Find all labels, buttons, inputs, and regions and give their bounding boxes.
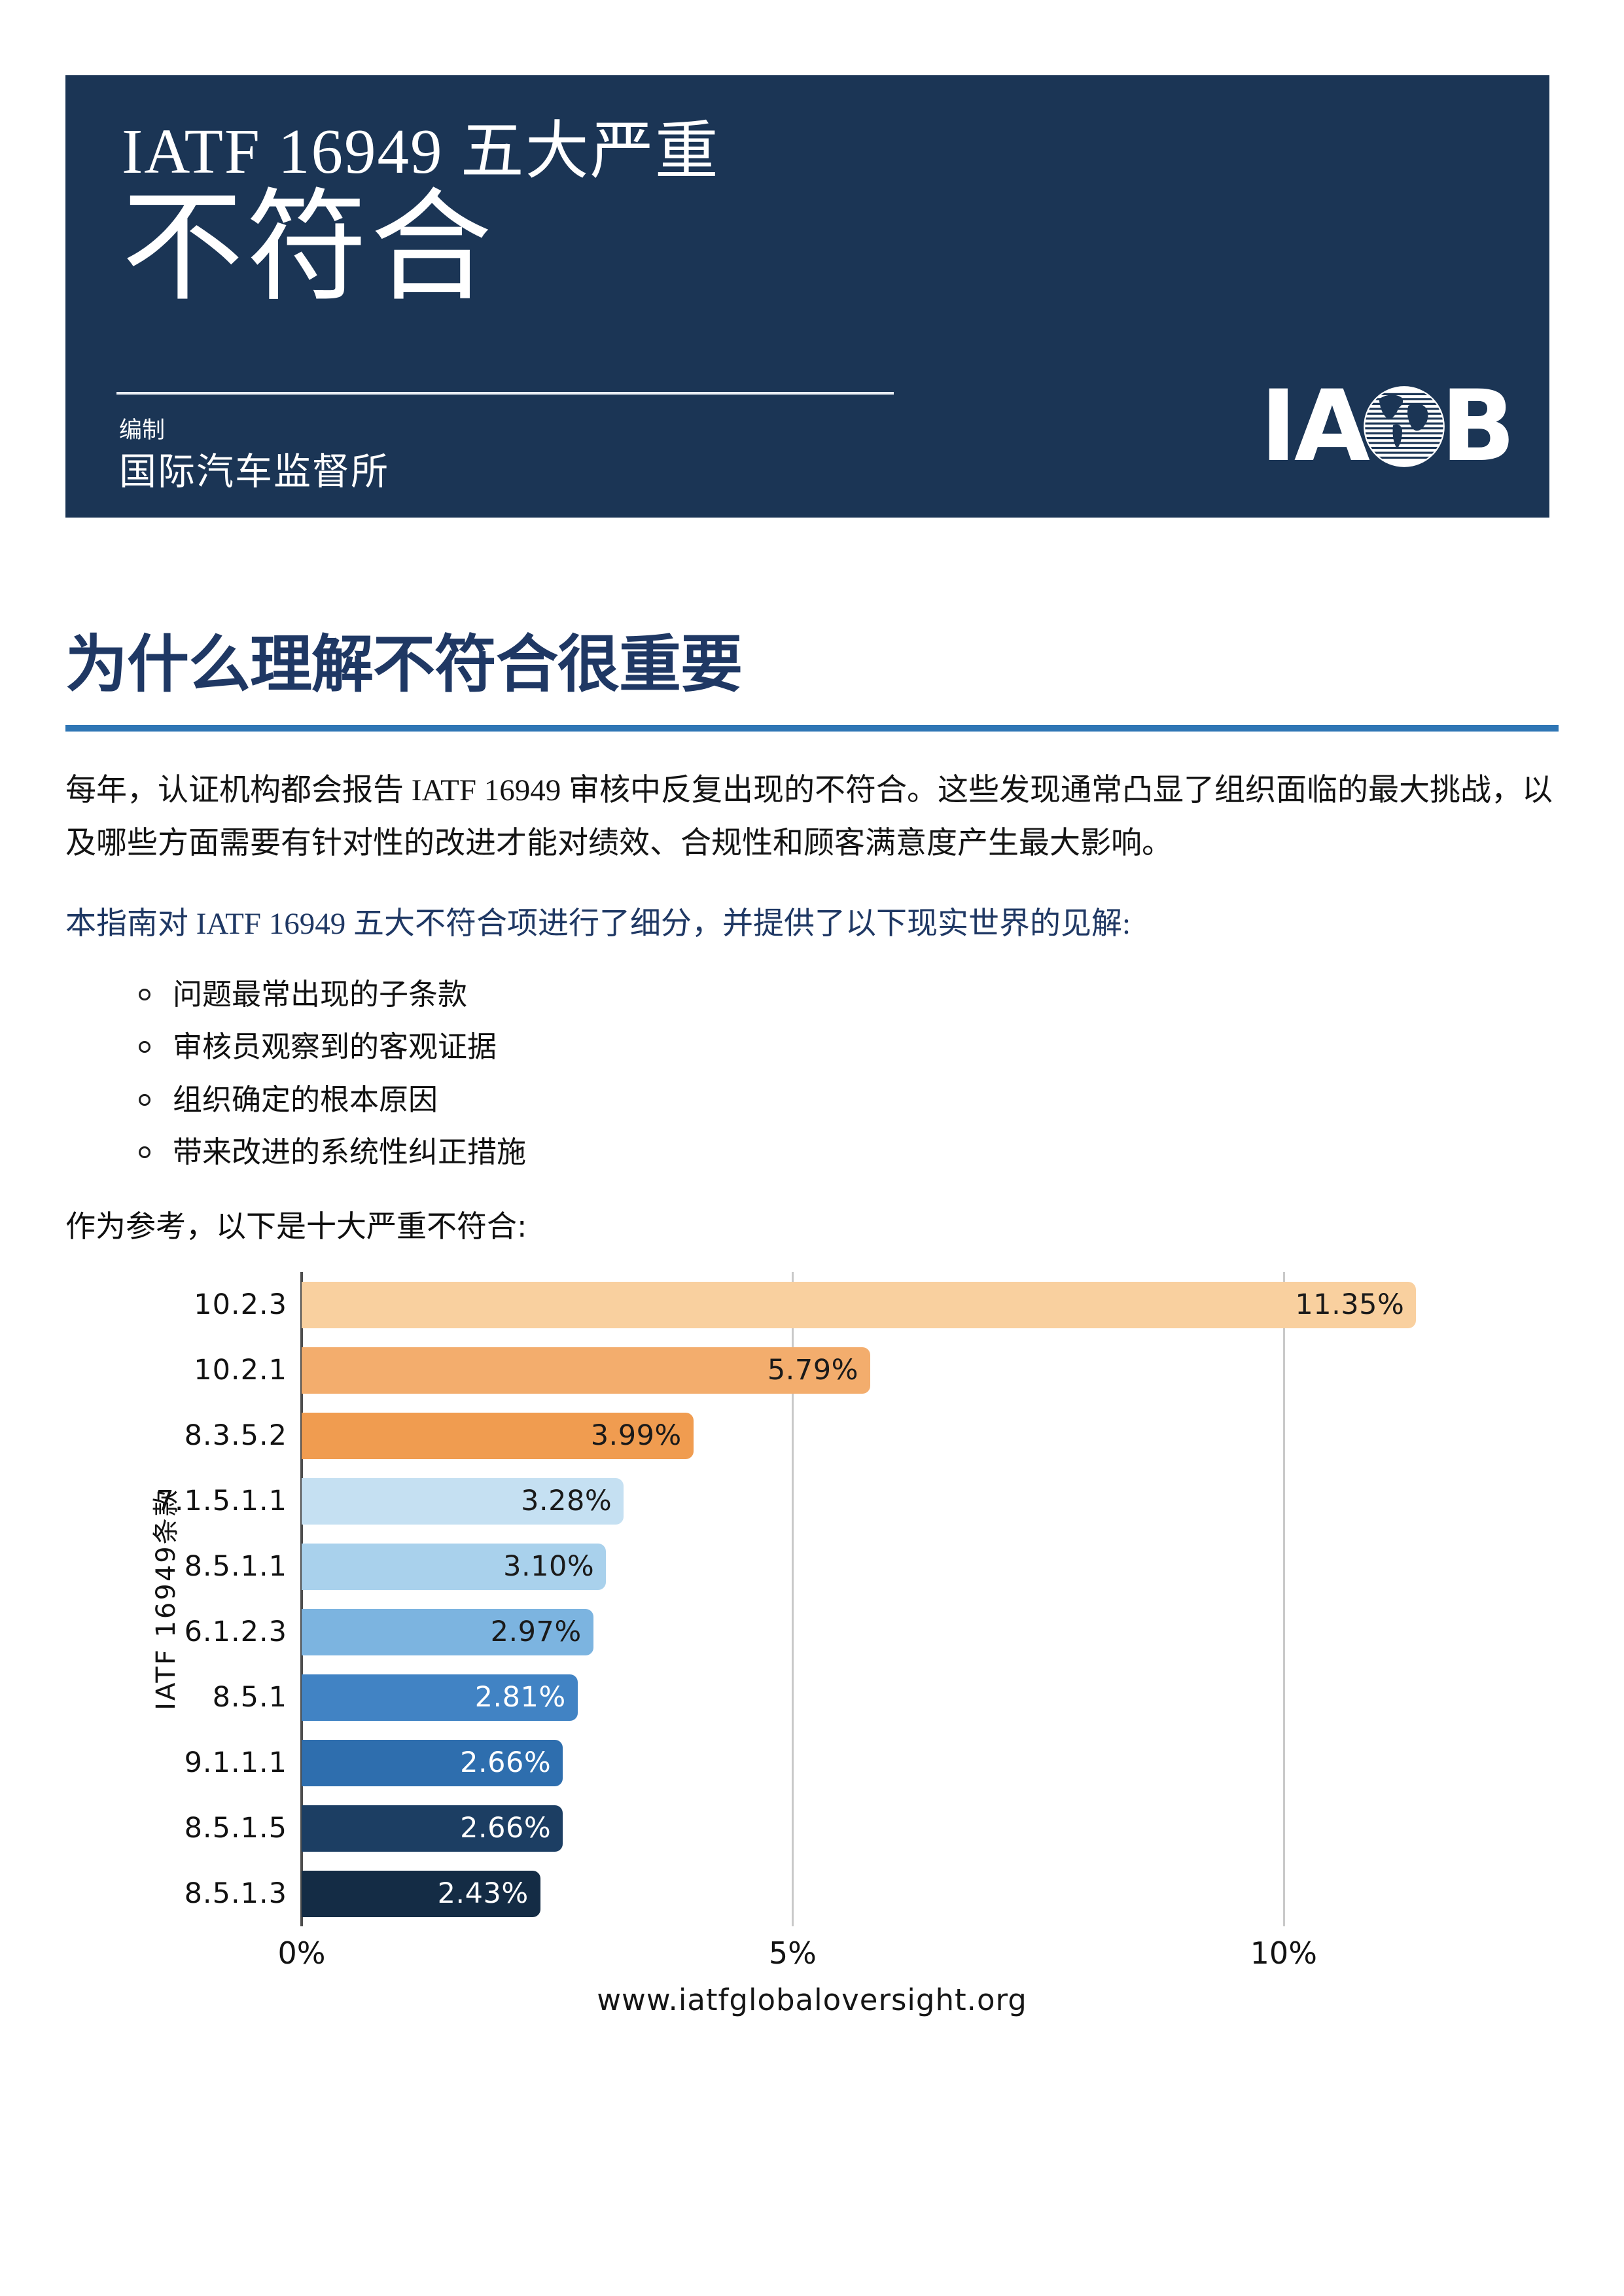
bar-track: 3.99% <box>302 1412 1559 1459</box>
logo-text-left: IA <box>1260 370 1370 484</box>
bar-track: 2.66% <box>302 1805 1559 1852</box>
bullet-circle-icon <box>139 1093 150 1106</box>
value-label: 2.66% <box>460 1812 552 1845</box>
value-label: 11.35% <box>1295 1288 1405 1321</box>
chart-row: 8.5.1 2.81% <box>65 1665 1559 1730</box>
bar-track: 5.79% <box>302 1347 1559 1394</box>
gridline <box>1282 1272 1285 1926</box>
bar-10.2.3: 11.35% <box>302 1281 1417 1328</box>
header-divider <box>116 392 894 395</box>
bar-track: 2.43% <box>302 1870 1559 1917</box>
title-line-1: IATF 16949 五大严重 <box>122 116 720 186</box>
list-item: 组织确定的根本原因 <box>139 1082 526 1118</box>
category-label: 6.1.2.3 <box>184 1616 287 1648</box>
list-item-text: 审核员观察到的客观证据 <box>173 1031 497 1064</box>
value-label: 2.66% <box>460 1746 552 1779</box>
category-label: 10.2.3 <box>194 1288 287 1321</box>
category-label: 8.5.1.1 <box>184 1550 287 1583</box>
globe-icon <box>1364 386 1445 467</box>
title-line-2: 不符合 <box>122 181 495 316</box>
logo-text-right: B <box>1440 370 1515 484</box>
bar-track: 3.28% <box>302 1477 1559 1525</box>
chart-row: 8.5.1.5 2.66% <box>65 1795 1559 1861</box>
y-axis-line <box>300 1272 303 1926</box>
bar-8.5.1.5: 2.66% <box>302 1805 563 1852</box>
bar-8.5.1: 2.81% <box>302 1674 578 1721</box>
x-tick-label: 10% <box>1250 1935 1317 1971</box>
chart-row: 10.2.3 11.35% <box>65 1272 1559 1337</box>
bar-track: 2.97% <box>302 1608 1559 1655</box>
list-item-text: 带来改进的系统性纠正措施 <box>173 1135 527 1169</box>
category-label: 7.1.5.1.1 <box>156 1485 287 1517</box>
list-item-text: 问题最常出现的子条款 <box>173 978 468 1011</box>
bullet-circle-icon <box>139 1146 150 1158</box>
list-item-text: 组织确定的根本原因 <box>173 1083 438 1116</box>
value-label: 2.43% <box>437 1877 529 1910</box>
list-item: 带来改进的系统性纠正措施 <box>139 1134 526 1171</box>
value-label: 5.79% <box>767 1354 858 1386</box>
category-label: 8.5.1.5 <box>184 1812 287 1845</box>
plot-area: 10.2.3 11.35% 10.2.1 5.79% 8.3.5.2 3.99% 7.1.5… <box>65 1272 1559 1926</box>
bar-8.3.5.2: 3.99% <box>302 1412 694 1459</box>
prepared-by: 国际汽车监督所 <box>119 450 389 493</box>
category-label: 9.1.1.1 <box>184 1746 287 1779</box>
bullet-circle-icon <box>139 989 150 1001</box>
header-banner: IATF 16949 五大严重 不符合 编制 国际汽车监督所 IA <box>65 75 1549 518</box>
x-tick-label: 5% <box>768 1935 817 1971</box>
section-divider <box>65 725 1559 732</box>
bar-9.1.1.1: 2.66% <box>302 1739 563 1786</box>
prepared-label: 编制 <box>119 417 166 444</box>
category-label: 8.5.1.3 <box>184 1877 287 1910</box>
list-item: 审核员观察到的客观证据 <box>139 1029 526 1065</box>
category-label: 8.5.1 <box>212 1681 287 1714</box>
bar-rows: 10.2.3 11.35% 10.2.1 5.79% 8.3.5.2 3.99% 7.1.5… <box>65 1272 1559 1926</box>
bar-8.5.1.3: 2.43% <box>302 1870 540 1917</box>
chart-row: 10.2.1 5.79% <box>65 1337 1559 1403</box>
footer-url: www.iatfglobaloversight.org <box>597 1983 1027 2017</box>
chart-row: 8.3.5.2 3.99% <box>65 1403 1559 1468</box>
chart-row: 6.1.2.3 2.97% <box>65 1599 1559 1665</box>
bar-7.1.5.1.1: 3.28% <box>302 1477 624 1525</box>
chart-row: 7.1.5.1.1 3.28% <box>65 1468 1559 1534</box>
x-axis: 0% 5% 10% <box>278 1935 1559 1981</box>
guide-paragraph: 本指南对 IATF 16949 五大不符合项进行了细分，并提供了以下现实世界的见… <box>65 907 1131 941</box>
top-ten-nonconformities-chart: IATF 16949条款 10.2.3 11.35% 10.2.1 5.79% 8.3.… <box>65 1272 1559 1981</box>
bar-track: 2.66% <box>302 1739 1559 1786</box>
value-label: 3.10% <box>503 1550 595 1583</box>
section-heading: 为什么理解不符合很重要 <box>65 630 743 699</box>
value-label: 2.81% <box>474 1681 566 1714</box>
chart-row: 8.5.1.1 3.10% <box>65 1534 1559 1599</box>
intro-paragraph: 每年，认证机构都会报告 IATF 16949 审核中反复出现的不符合。这些发现通… <box>65 773 1553 860</box>
chart-row: 8.5.1.3 2.43% <box>65 1861 1559 1926</box>
list-item: 问题最常出现的子条款 <box>139 976 526 1013</box>
bar-8.5.1.1: 3.10% <box>302 1543 607 1590</box>
bar-track: 2.81% <box>302 1674 1559 1721</box>
iaob-logo: IA <box>1260 370 1515 484</box>
bar-6.1.2.3: 2.97% <box>302 1608 593 1655</box>
x-tick-label: 0% <box>277 1935 326 1971</box>
reference-line: 作为参考，以下是十大严重不符合: <box>65 1209 527 1244</box>
category-label: 10.2.1 <box>194 1354 287 1386</box>
gridlines <box>300 1272 1559 1926</box>
category-label: 8.3.5.2 <box>184 1419 287 1452</box>
bar-track: 3.10% <box>302 1543 1559 1590</box>
value-label: 2.97% <box>490 1616 582 1648</box>
bar-track: 11.35% <box>302 1281 1559 1328</box>
chart-row: 9.1.1.1 2.66% <box>65 1730 1559 1795</box>
insight-list: 问题最常出现的子条款 审核员观察到的客观证据 组织确定的根本原因 带来改进的系统… <box>139 976 526 1186</box>
bullet-circle-icon <box>139 1041 150 1053</box>
bar-10.2.1: 5.79% <box>302 1347 870 1394</box>
value-label: 3.28% <box>521 1485 612 1517</box>
value-label: 3.99% <box>590 1419 682 1452</box>
gridline <box>792 1272 794 1926</box>
